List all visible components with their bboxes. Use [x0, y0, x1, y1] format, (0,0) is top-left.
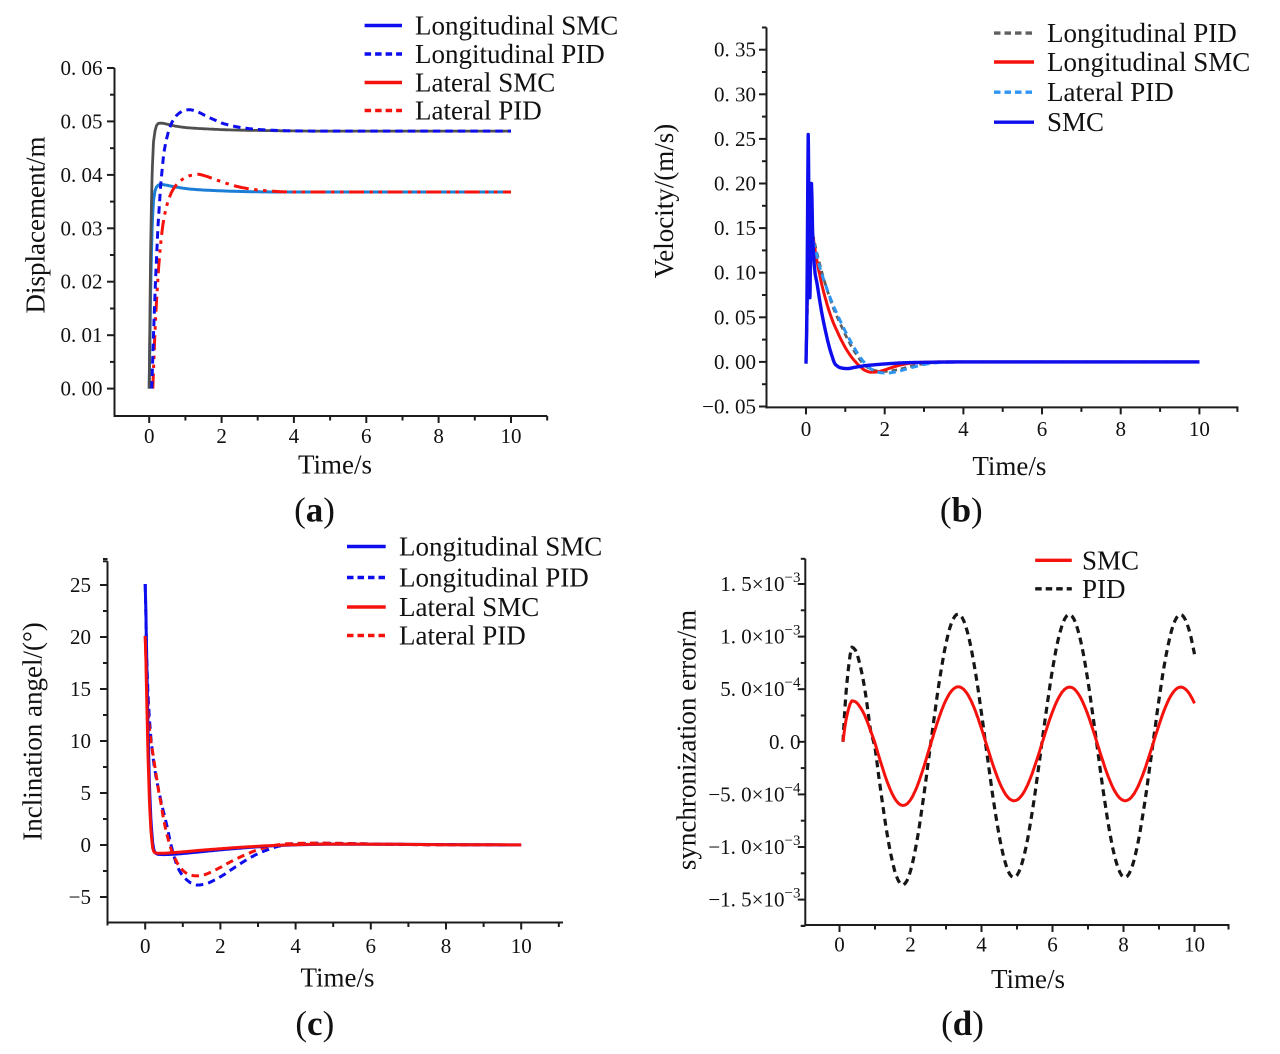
svg-text:4: 4: [976, 933, 987, 957]
svg-text:25: 25: [70, 573, 91, 597]
svg-text:SMC: SMC: [1082, 545, 1139, 575]
svg-text:6: 6: [1047, 933, 1058, 957]
svg-text:SMC: SMC: [1047, 107, 1104, 137]
svg-text:0. 00: 0. 00: [61, 377, 103, 401]
svg-text:Inclination angel/(°): Inclination angel/(°): [18, 622, 48, 840]
svg-text:Longitudinal PID: Longitudinal PID: [415, 39, 605, 69]
svg-text:−0. 05: −0. 05: [702, 395, 756, 419]
svg-text:0. 05: 0. 05: [61, 109, 103, 133]
svg-text:Lateral PID: Lateral PID: [415, 96, 542, 126]
svg-text:6: 6: [361, 424, 372, 448]
svg-text:6: 6: [366, 934, 377, 958]
svg-text:Longitudinal SMC: Longitudinal SMC: [399, 532, 602, 562]
svg-text:0. 02: 0. 02: [61, 270, 103, 294]
svg-text:0. 35: 0. 35: [714, 38, 756, 62]
svg-text:4: 4: [289, 424, 300, 448]
svg-text:synchronization error/m: synchronization error/m: [671, 610, 701, 870]
svg-text:8: 8: [433, 424, 444, 448]
svg-text:Velocity/(m/s): Velocity/(m/s): [649, 124, 679, 278]
svg-text:0. 05: 0. 05: [714, 305, 756, 329]
svg-text:20: 20: [70, 625, 91, 649]
svg-text:(b): (b): [940, 490, 983, 529]
svg-text:Lateral PID: Lateral PID: [399, 621, 526, 651]
svg-text:5: 5: [81, 781, 92, 805]
svg-text:0. 10: 0. 10: [714, 261, 756, 285]
svg-text:Longitudinal PID: Longitudinal PID: [1047, 18, 1237, 48]
svg-text:2: 2: [879, 417, 890, 441]
svg-text:Lateral SMC: Lateral SMC: [415, 68, 555, 98]
svg-text:(a): (a): [294, 490, 335, 529]
svg-text:4: 4: [958, 417, 969, 441]
svg-text:0. 30: 0. 30: [714, 82, 756, 106]
svg-text:0. 25: 0. 25: [714, 127, 756, 151]
svg-text:0. 0: 0. 0: [769, 730, 801, 754]
svg-text:Longitudinal PID: Longitudinal PID: [399, 563, 589, 593]
svg-text:0. 20: 0. 20: [714, 172, 756, 196]
svg-text:0: 0: [801, 417, 812, 441]
svg-text:0. 04: 0. 04: [61, 163, 104, 187]
svg-text:Lateral PID: Lateral PID: [1047, 77, 1174, 107]
svg-text:15: 15: [70, 677, 91, 701]
svg-text:−5: −5: [69, 885, 91, 909]
svg-text:8: 8: [1115, 417, 1126, 441]
svg-text:0: 0: [144, 424, 155, 448]
svg-text:(d): (d): [941, 1004, 984, 1043]
svg-text:0: 0: [140, 934, 151, 958]
svg-text:0. 15: 0. 15: [714, 216, 756, 240]
svg-text:Time/s: Time/s: [972, 451, 1046, 481]
svg-text:Longitudinal SMC: Longitudinal SMC: [1047, 47, 1250, 77]
svg-text:4: 4: [290, 934, 301, 958]
svg-text:Time/s: Time/s: [991, 964, 1065, 994]
svg-text:2: 2: [216, 424, 227, 448]
svg-text:10: 10: [511, 934, 532, 958]
svg-text:10: 10: [1184, 933, 1205, 957]
svg-text:0. 03: 0. 03: [61, 216, 103, 240]
svg-text:2: 2: [215, 934, 226, 958]
svg-text:Longitudinal SMC: Longitudinal SMC: [415, 11, 618, 41]
svg-text:PID: PID: [1082, 574, 1126, 604]
svg-text:0. 00: 0. 00: [714, 350, 756, 374]
svg-text:0. 06: 0. 06: [61, 56, 103, 80]
svg-text:6: 6: [1037, 417, 1048, 441]
svg-text:10: 10: [1189, 417, 1210, 441]
svg-text:0: 0: [834, 933, 845, 957]
svg-text:Time/s: Time/s: [298, 450, 372, 480]
svg-text:10: 10: [70, 729, 91, 753]
svg-text:8: 8: [441, 934, 452, 958]
svg-text:(c): (c): [295, 1004, 334, 1043]
svg-text:1. 0×10−3: 1. 0×10−3: [720, 623, 800, 649]
svg-text:0: 0: [81, 833, 92, 857]
svg-text:0. 01: 0. 01: [61, 323, 103, 347]
svg-text:2: 2: [905, 933, 916, 957]
svg-text:Time/s: Time/s: [300, 963, 374, 993]
svg-text:8: 8: [1118, 933, 1129, 957]
svg-text:Displacement/m: Displacement/m: [21, 137, 51, 314]
svg-text:Lateral SMC: Lateral SMC: [399, 592, 539, 622]
svg-text:10: 10: [501, 424, 522, 448]
